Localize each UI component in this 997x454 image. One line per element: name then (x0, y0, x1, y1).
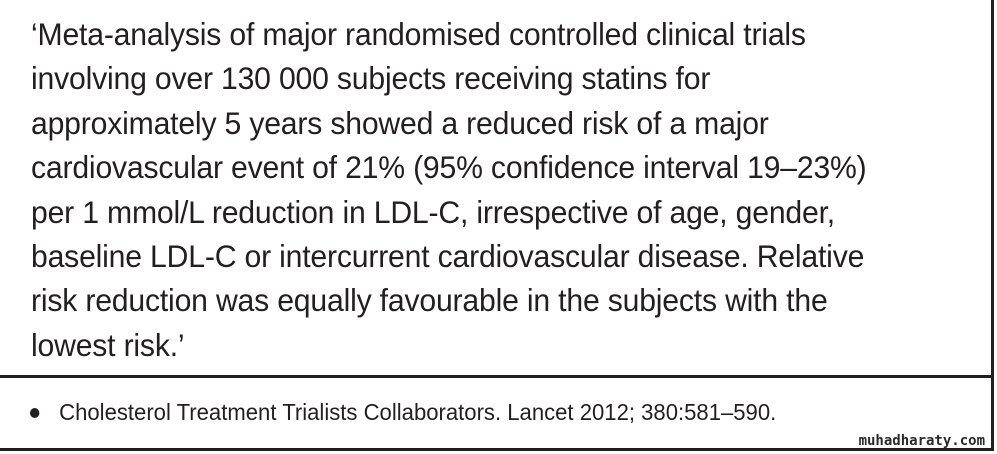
section-divider (0, 375, 991, 378)
reference-text: Cholesterol Treatment Trialists Collabor… (59, 399, 777, 425)
site-watermark: muhadharaty.com (858, 433, 985, 449)
quote-panel: ‘Meta-analysis of major randomised contr… (31, 16, 867, 363)
quote-text: ‘Meta-analysis of major randomised contr… (31, 16, 867, 363)
bullet-icon (30, 408, 40, 418)
reference-item: Cholesterol Treatment Trialists Collabor… (30, 397, 776, 427)
